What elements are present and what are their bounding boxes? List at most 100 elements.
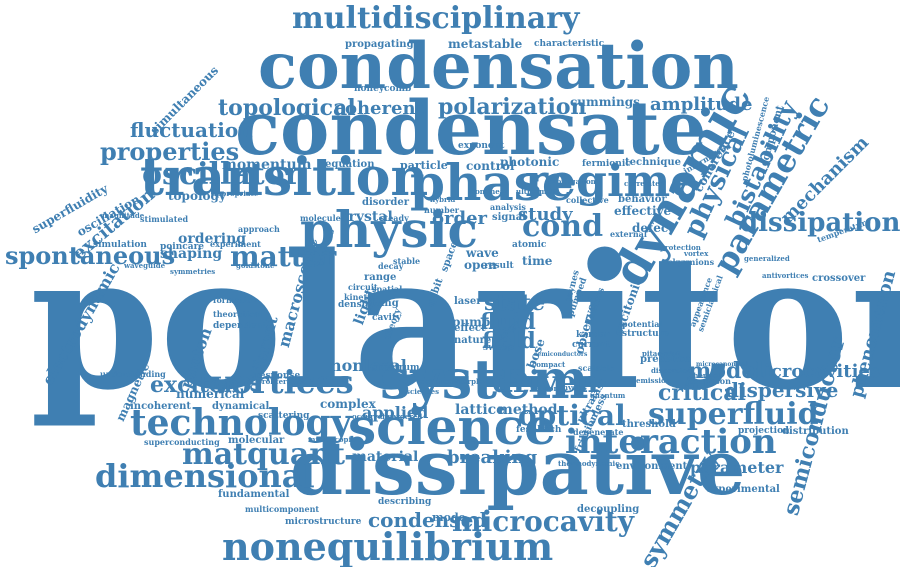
cloud-word: crystal bbox=[340, 209, 393, 225]
cloud-word: fermionic bbox=[582, 159, 631, 169]
cloud-word: numerical bbox=[176, 387, 245, 401]
cloud-word: scalable bbox=[578, 363, 615, 373]
cloud-word: spontaneous bbox=[5, 241, 176, 270]
cloud-word: fluid bbox=[480, 309, 536, 335]
cloud-word: properties bbox=[100, 137, 240, 166]
cloud-word: effect bbox=[454, 323, 486, 334]
cloud-word: polarization bbox=[438, 94, 587, 120]
cloud-word: matquant bbox=[182, 437, 345, 472]
cloud-word: exciton bbox=[150, 372, 240, 398]
cloud-word: matter bbox=[230, 240, 337, 273]
cloud-word: system bbox=[380, 347, 589, 411]
cloud-word: atomic bbox=[512, 240, 547, 250]
cloud-word: microcanonical bbox=[696, 361, 748, 368]
cloud-word: ordering bbox=[178, 231, 247, 247]
cloud-word: spatial bbox=[372, 284, 403, 294]
cloud-word: state bbox=[484, 290, 545, 316]
cloud-word: shaping bbox=[160, 246, 223, 262]
cloud-word: threshold bbox=[622, 419, 676, 430]
cloud-word: thermodynamic bbox=[558, 459, 620, 468]
cloud-word: technology bbox=[130, 402, 352, 444]
cloud-word: characteristic bbox=[534, 39, 605, 49]
cloud-word: microscopic bbox=[308, 435, 356, 444]
cloud-word: semiconductors bbox=[534, 351, 588, 358]
cloud-word: magnitude bbox=[102, 211, 145, 220]
cloud-word: defect bbox=[632, 221, 674, 235]
cloud-word: topological bbox=[218, 95, 356, 121]
cloud-word: propagation bbox=[548, 177, 596, 186]
cloud-word: complex bbox=[320, 397, 376, 411]
cloud-word: result bbox=[484, 261, 514, 271]
cloud-word: critical bbox=[658, 380, 746, 406]
cloud-word: molecule bbox=[300, 213, 341, 223]
cloud-word: appropriate bbox=[212, 189, 259, 198]
cloud-word: correlated bbox=[624, 179, 665, 188]
cloud-word: model bbox=[688, 358, 764, 384]
cloud-word: breaking bbox=[447, 447, 538, 468]
cloud-word: vortex bbox=[684, 249, 709, 258]
cloud-word: spectrum bbox=[372, 363, 420, 373]
cloud-word: sciences bbox=[406, 387, 440, 396]
cloud-word: structure bbox=[622, 329, 670, 339]
cloud-word: particle bbox=[400, 159, 448, 172]
cloud-word: photonic bbox=[500, 155, 560, 169]
cloud-word: approach bbox=[238, 224, 280, 234]
cloud-word: response bbox=[255, 371, 301, 381]
cloud-word: regime bbox=[525, 156, 699, 207]
cloud-word: proliferation bbox=[257, 377, 307, 386]
cloud-word: nonlocal bbox=[330, 356, 407, 375]
cloud-word: control bbox=[466, 159, 515, 173]
cloud-word: degenerate bbox=[573, 427, 624, 437]
cloud-word: dispersive bbox=[725, 378, 839, 402]
cloud-word: dynamical bbox=[212, 401, 270, 412]
cloud-word: presence bbox=[640, 354, 691, 365]
cloud-word: amplitude bbox=[650, 94, 753, 115]
cloud-word: dimensional bbox=[95, 457, 315, 495]
cloud-word: signal bbox=[492, 212, 526, 223]
cloud-word: molecular bbox=[228, 435, 285, 446]
cloud-word: circuit bbox=[348, 282, 378, 292]
cloud-word: environment bbox=[616, 461, 688, 472]
cloud-word: dissipation bbox=[740, 208, 900, 238]
cloud-word: current bbox=[572, 340, 610, 350]
cloud-word: range bbox=[364, 272, 397, 283]
cloud-word: generalized bbox=[744, 254, 790, 263]
cloud-word: order bbox=[432, 208, 488, 229]
cloud-word: kardar bbox=[576, 330, 610, 340]
cloud-word: microstructure bbox=[285, 517, 362, 527]
cloud-word: lattice bbox=[455, 402, 506, 418]
cloud-word: disorder bbox=[362, 197, 409, 208]
cloud-word: steady bbox=[380, 213, 409, 223]
cloud-word: zhang bbox=[365, 298, 399, 309]
cloud-word: driven bbox=[492, 365, 599, 400]
cloud-word: topology bbox=[168, 189, 226, 203]
cloud-word: compact bbox=[532, 360, 566, 369]
cloud-word: external bbox=[610, 229, 647, 239]
cloud-word: transition bbox=[140, 147, 429, 208]
cloud-word: fluctuation bbox=[130, 118, 253, 142]
cloud-word: pitaevskii bbox=[642, 349, 680, 358]
cloud-word: network bbox=[530, 384, 563, 393]
cloud-word: dissipative bbox=[290, 423, 746, 512]
cloud-word: waveguide bbox=[124, 261, 166, 270]
cloud-word: exponent bbox=[458, 141, 505, 151]
cloud-word: pump bbox=[452, 315, 491, 329]
cloud-word: oscillator bbox=[142, 157, 301, 192]
cloud-word: occurrence bbox=[352, 412, 396, 421]
cloud-word: applied bbox=[362, 403, 429, 422]
cloud-word: method bbox=[498, 402, 558, 418]
cloud-word: projection bbox=[738, 426, 790, 436]
cloud-word: superfluid bbox=[648, 397, 819, 432]
cloud-word: vortices bbox=[212, 363, 354, 401]
cloud-word: understanding bbox=[100, 369, 166, 379]
cloud-word: propagating bbox=[345, 39, 414, 50]
cloud-word: decoupling bbox=[577, 504, 640, 515]
cloud-word: interaction bbox=[565, 422, 777, 462]
cloud-word: interplay bbox=[452, 377, 488, 386]
cloud-word: phase bbox=[410, 153, 574, 212]
cloud-word: antivortices bbox=[762, 271, 809, 280]
cloud-word: optical bbox=[518, 399, 626, 432]
cloud-word: number bbox=[424, 205, 459, 215]
cloud-word: time bbox=[522, 254, 553, 268]
